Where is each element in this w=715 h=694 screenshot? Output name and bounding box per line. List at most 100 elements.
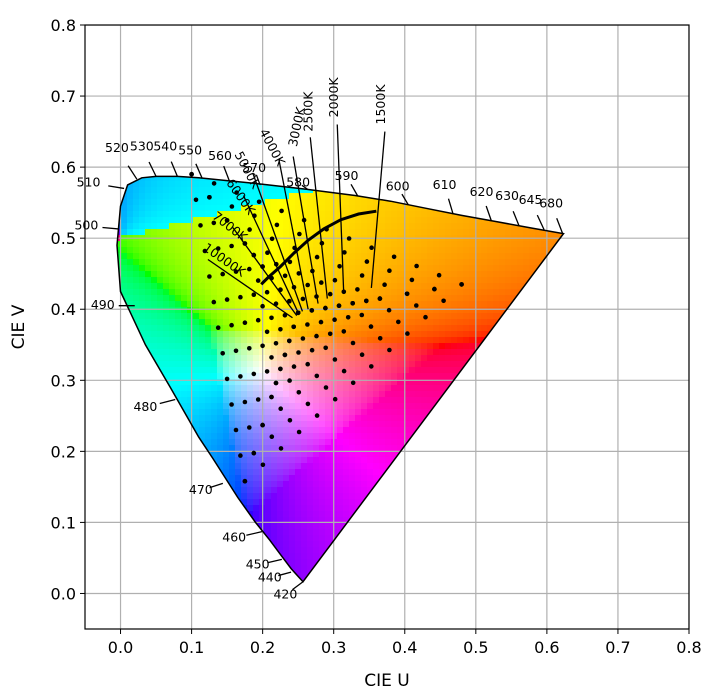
color-cell: [373, 283, 380, 290]
color-cell: [157, 325, 164, 332]
color-cell: [481, 265, 488, 272]
color-cell: [397, 241, 404, 248]
color-cell: [163, 325, 170, 332]
color-cell: [433, 247, 440, 254]
color-cell: [127, 217, 134, 224]
color-cell: [493, 313, 500, 320]
color-cell: [307, 493, 314, 500]
color-cell: [457, 337, 464, 344]
color-cell: [229, 295, 236, 302]
color-cell: [301, 379, 308, 386]
color-cell: [223, 355, 230, 362]
color-cell: [421, 379, 428, 386]
color-cell: [169, 379, 176, 386]
color-cell: [355, 415, 362, 422]
color-cell: [355, 259, 362, 266]
color-cell: [265, 205, 272, 212]
color-cell: [235, 301, 242, 308]
color-cell: [229, 445, 236, 452]
color-cell: [499, 247, 506, 254]
color-cell: [145, 247, 152, 254]
color-cell: [349, 463, 356, 470]
color-cell: [313, 517, 320, 524]
color-cell: [457, 313, 464, 320]
color-cell: [349, 277, 356, 284]
color-cell: [295, 433, 302, 440]
color-cell: [295, 517, 302, 524]
color-cell: [421, 367, 428, 374]
color-cell: [439, 343, 446, 350]
color-cell: [157, 181, 164, 188]
color-cell: [397, 307, 404, 314]
color-cell: [127, 307, 134, 314]
color-cell: [247, 379, 254, 386]
color-cell: [169, 241, 176, 248]
color-cell: [397, 409, 404, 416]
color-cell: [253, 259, 260, 266]
color-cell: [199, 307, 206, 314]
color-cell: [367, 331, 374, 338]
color-cell: [229, 319, 236, 326]
color-cell: [367, 337, 374, 344]
color-cell: [505, 271, 512, 278]
color-cell: [403, 355, 410, 362]
color-cell: [397, 325, 404, 332]
color-cell: [337, 493, 344, 500]
color-cell: [217, 301, 224, 308]
color-cell: [379, 283, 386, 290]
color-cell: [127, 187, 134, 194]
color-cell: [265, 517, 272, 524]
color-cell: [439, 295, 446, 302]
color-cell: [319, 373, 326, 380]
color-cell: [229, 259, 236, 266]
color-cell: [265, 397, 272, 404]
color-cell: [151, 259, 158, 266]
color-cell: [379, 265, 386, 272]
color-cell: [355, 271, 362, 278]
color-cell: [295, 481, 302, 488]
color-cell: [157, 361, 164, 368]
color-cell: [241, 493, 248, 500]
color-cell: [463, 277, 470, 284]
color-cell: [313, 301, 320, 308]
color-cell: [397, 271, 404, 278]
color-cell: [163, 253, 170, 260]
color-cell: [271, 469, 278, 476]
color-cell: [151, 349, 158, 356]
color-cell: [481, 325, 488, 332]
color-cell: [289, 463, 296, 470]
color-cell: [349, 427, 356, 434]
color-cell: [235, 181, 242, 188]
color-cell: [283, 307, 290, 314]
color-cell: [457, 331, 464, 338]
color-cell: [415, 283, 422, 290]
color-cell: [283, 229, 290, 236]
color-cell: [349, 487, 356, 494]
color-cell: [487, 283, 494, 290]
color-cell: [475, 229, 482, 236]
color-cell: [319, 349, 326, 356]
color-cell: [253, 247, 260, 254]
color-cell: [319, 217, 326, 224]
color-cell: [289, 337, 296, 344]
color-cell: [229, 457, 236, 464]
color-cell: [451, 229, 458, 236]
color-cell: [253, 409, 260, 416]
color-cell: [307, 397, 314, 404]
color-cell: [409, 325, 416, 332]
color-cell: [271, 397, 278, 404]
color-cell: [175, 307, 182, 314]
color-cell: [463, 265, 470, 272]
color-cell: [205, 445, 212, 452]
color-cell: [157, 343, 164, 350]
color-cell: [397, 337, 404, 344]
color-cell: [229, 427, 236, 434]
color-cell: [271, 187, 278, 194]
color-cell: [307, 499, 314, 506]
color-cell: [265, 331, 272, 338]
color-cell: [457, 217, 464, 224]
color-cell: [307, 445, 314, 452]
color-cell: [427, 259, 434, 266]
color-cell: [445, 253, 452, 260]
color-cell: [379, 457, 386, 464]
